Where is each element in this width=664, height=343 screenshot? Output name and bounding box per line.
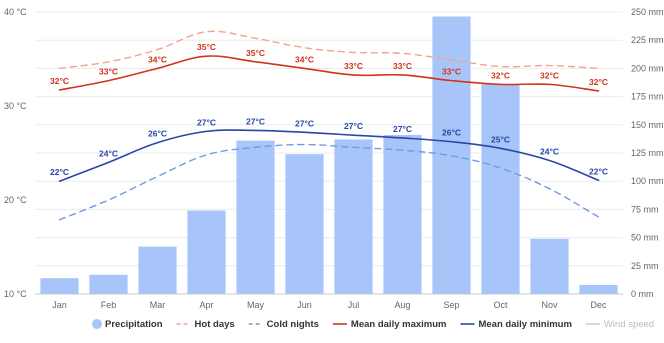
x-axis-tick-label: Apr xyxy=(199,300,213,310)
mean-min-data-label: 25°C xyxy=(491,134,510,144)
x-axis-tick-label: Jun xyxy=(297,300,312,310)
mean-min-data-label: 26°C xyxy=(148,129,167,139)
mean-max-data-label: 35°C xyxy=(246,48,265,58)
right-axis-tick-label: 50 mm xyxy=(631,233,659,243)
right-axis-tick-label: 225 mm xyxy=(631,35,664,45)
right-axis-tick-label: 75 mm xyxy=(631,204,659,214)
mean-min-data-label: 27°C xyxy=(246,116,265,126)
legend-label: Cold nights xyxy=(267,319,319,330)
legend-label: Wind speed xyxy=(604,319,654,330)
right-axis-tick-label: 250 mm xyxy=(631,7,664,17)
legend-cold-nights[interactable]: Cold nights xyxy=(248,319,319,330)
mean-min-data-label: 27°C xyxy=(344,121,363,131)
x-axis-tick-label: Oct xyxy=(493,300,508,310)
precipitation-bar xyxy=(334,139,373,294)
mean-min-data-label: 27°C xyxy=(197,117,216,127)
legend: Precipitation Hot days Cold nights Mean dai… xyxy=(92,319,654,330)
right-axis-tick-label: 0 mm xyxy=(631,289,654,299)
precipitation-bar xyxy=(383,134,422,294)
mean-max-data-label: 32°C xyxy=(540,70,559,80)
right-axis-tick-label: 100 mm xyxy=(631,176,664,186)
precipitation-bar xyxy=(138,246,177,294)
mean-min-data-label: 22°C xyxy=(589,166,608,176)
precipitation-bar xyxy=(236,140,275,294)
temperature-lines xyxy=(58,30,600,221)
x-axis-tick-label: Jul xyxy=(348,300,360,310)
mean-max-data-label: 32°C xyxy=(50,76,69,86)
x-axis-tick-label: Feb xyxy=(101,300,117,310)
left-axis-tick-label: 20 °C xyxy=(4,195,27,205)
mean-max-data-label: 34°C xyxy=(295,54,314,64)
mean-min-data-label: 27°C xyxy=(393,124,412,134)
legend-label: Hot days xyxy=(195,319,235,330)
legend-symbol xyxy=(92,319,102,329)
axes: 0 mm 25 mm 50 mm 75 mm 100 mm 125 mm 150 mm 175… xyxy=(4,7,664,310)
right-axis-tick-label: 125 mm xyxy=(631,148,664,158)
mean-min-data-label: 22°C xyxy=(50,167,69,177)
precipitation-bar xyxy=(530,238,569,294)
x-axis-tick-label: Nov xyxy=(541,300,558,310)
data-labels: 32°C 33°C 34°C 35°C 35°C 34°C 33°C 33°C 33°C 32°C… xyxy=(50,42,608,177)
x-axis-tick-label: Aug xyxy=(394,300,410,310)
precipitation-bars xyxy=(40,16,618,295)
left-axis-tick-label: 30 °C xyxy=(4,101,27,111)
mean-max-data-label: 35°C xyxy=(197,42,216,52)
legend-label: Mean daily maximum xyxy=(351,319,447,330)
mean-daily-minimum-line xyxy=(58,129,600,182)
mean-max-data-label: 33°C xyxy=(344,61,363,71)
mean-max-data-label: 33°C xyxy=(99,67,118,77)
left-axis-tick-label: 40 °C xyxy=(4,7,27,17)
legend-precipitation[interactable]: Precipitation xyxy=(92,319,163,330)
mean-max-data-label: 33°C xyxy=(393,61,412,71)
x-axis-tick-label: Jan xyxy=(52,300,67,310)
mean-max-data-label: 33°C xyxy=(442,67,461,77)
gridlines xyxy=(35,11,623,295)
x-axis-tick-label: May xyxy=(247,300,265,310)
precipitation-bar xyxy=(579,284,618,294)
mean-max-data-label: 34°C xyxy=(148,54,167,64)
mean-min-data-label: 24°C xyxy=(540,147,559,157)
right-axis-tick-label: 25 mm xyxy=(631,261,659,271)
mean-min-data-label: 26°C xyxy=(442,128,461,138)
precipitation-bar xyxy=(89,274,128,294)
right-axis-tick-label: 175 mm xyxy=(631,92,664,102)
mean-max-data-label: 32°C xyxy=(589,77,608,87)
legend-hot-days[interactable]: Hot days xyxy=(176,319,235,330)
legend-mean-daily-maximum[interactable]: Mean daily maximum xyxy=(332,319,447,330)
legend-mean-daily-minimum[interactable]: Mean daily minimum xyxy=(460,319,572,330)
cold-nights-line xyxy=(58,143,600,221)
hot-days-line xyxy=(58,30,600,70)
x-axis-tick-label: Sep xyxy=(443,300,459,310)
legend-label: Precipitation xyxy=(105,319,163,330)
legend-wind-speed[interactable]: Wind speed xyxy=(585,319,654,330)
left-axis-tick-label: 10 °C xyxy=(4,289,27,299)
legend-label: Mean daily minimum xyxy=(478,319,571,330)
precipitation-bar xyxy=(40,278,79,294)
mean-daily-maximum-line xyxy=(58,55,600,92)
mean-max-data-label: 32°C xyxy=(491,70,510,80)
right-axis-tick-label: 200 mm xyxy=(631,63,664,73)
x-axis-tick-label: Dec xyxy=(590,300,607,310)
precipitation-bar xyxy=(285,154,324,294)
mean-min-data-label: 24°C xyxy=(99,148,118,158)
right-axis-tick-label: 150 mm xyxy=(631,120,664,130)
precipitation-bar xyxy=(481,84,520,294)
x-axis-tick-label: Mar xyxy=(150,300,166,310)
precipitation-bar xyxy=(187,210,226,294)
mean-min-data-label: 27°C xyxy=(295,118,314,128)
